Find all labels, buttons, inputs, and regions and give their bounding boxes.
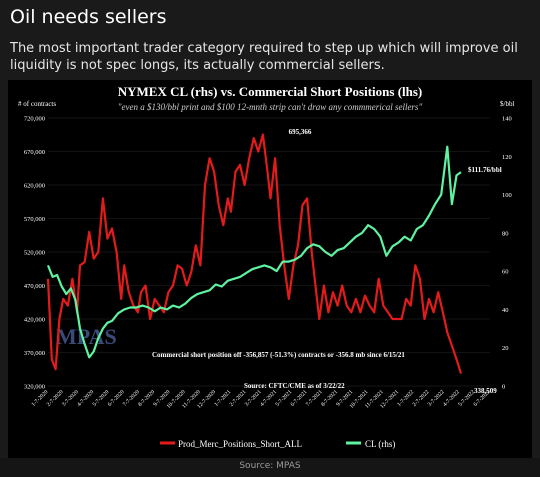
y-tick-right: 80 xyxy=(502,230,509,237)
y-tick-left: 420,000 xyxy=(24,317,45,324)
series-line-short-positions xyxy=(46,133,463,374)
chart-svg: 6-7-20225-7-20224-7-20223-7-20222-7-2022… xyxy=(18,84,514,449)
y-tick-left: 670,000 xyxy=(24,149,45,156)
y-tick-right: 20 xyxy=(502,345,509,352)
y-tick-left: 320,000 xyxy=(24,384,45,391)
last-price-annotation: $111.76/bbl xyxy=(468,166,502,174)
legend-label-cl: CL (rhs) xyxy=(365,439,395,449)
y-tick-left: 720,000 xyxy=(24,116,45,123)
peak-annotation: 695,366 xyxy=(289,128,312,136)
y-tick-right: 60 xyxy=(502,269,509,276)
y-tick-left: 370,000 xyxy=(24,350,45,357)
chart-subtitle: "even a $130/bbl print and $100 12-mnth … xyxy=(118,102,423,112)
footer-source: Source: MPAS xyxy=(239,461,301,471)
y-tick-right: 0 xyxy=(502,384,505,391)
cftc-source-note: Source: CFTC/CME as of 3/22/22 xyxy=(244,382,345,390)
y-tick-left: 570,000 xyxy=(24,216,45,223)
last-short-annotation: 338,509 xyxy=(474,387,497,395)
footer-bar xyxy=(0,458,540,477)
series-line-cl-price xyxy=(46,145,462,359)
watermark: MPAS xyxy=(56,324,117,349)
y-tick-right: 100 xyxy=(502,192,512,199)
y-tick-right: 140 xyxy=(502,116,512,123)
page-title: Oil needs sellers xyxy=(10,6,167,28)
right-axis-label: $/bbl xyxy=(500,100,514,108)
y-tick-left: 470,000 xyxy=(24,283,45,290)
y-tick-left: 520,000 xyxy=(24,250,45,257)
legend-label-short: Prod_Merc_Positions_Short_ALL xyxy=(178,439,302,449)
y-tick-left: 620,000 xyxy=(24,183,45,190)
chart-title: NYMEX CL (rhs) vs. Commercial Short Posi… xyxy=(118,84,423,99)
y-tick-right: 120 xyxy=(502,154,512,161)
position-note: Commercial short position off -356,857 (… xyxy=(152,351,405,359)
chart-panel: 6-7-2022 5-7-2022 4-7-2022 3-7-2022 2-7-2022… xyxy=(8,80,532,458)
left-axis-label: # of contracts xyxy=(18,100,56,108)
page-subtitle: The most important trader category requi… xyxy=(10,41,518,73)
y-tick-right: 40 xyxy=(502,307,509,314)
